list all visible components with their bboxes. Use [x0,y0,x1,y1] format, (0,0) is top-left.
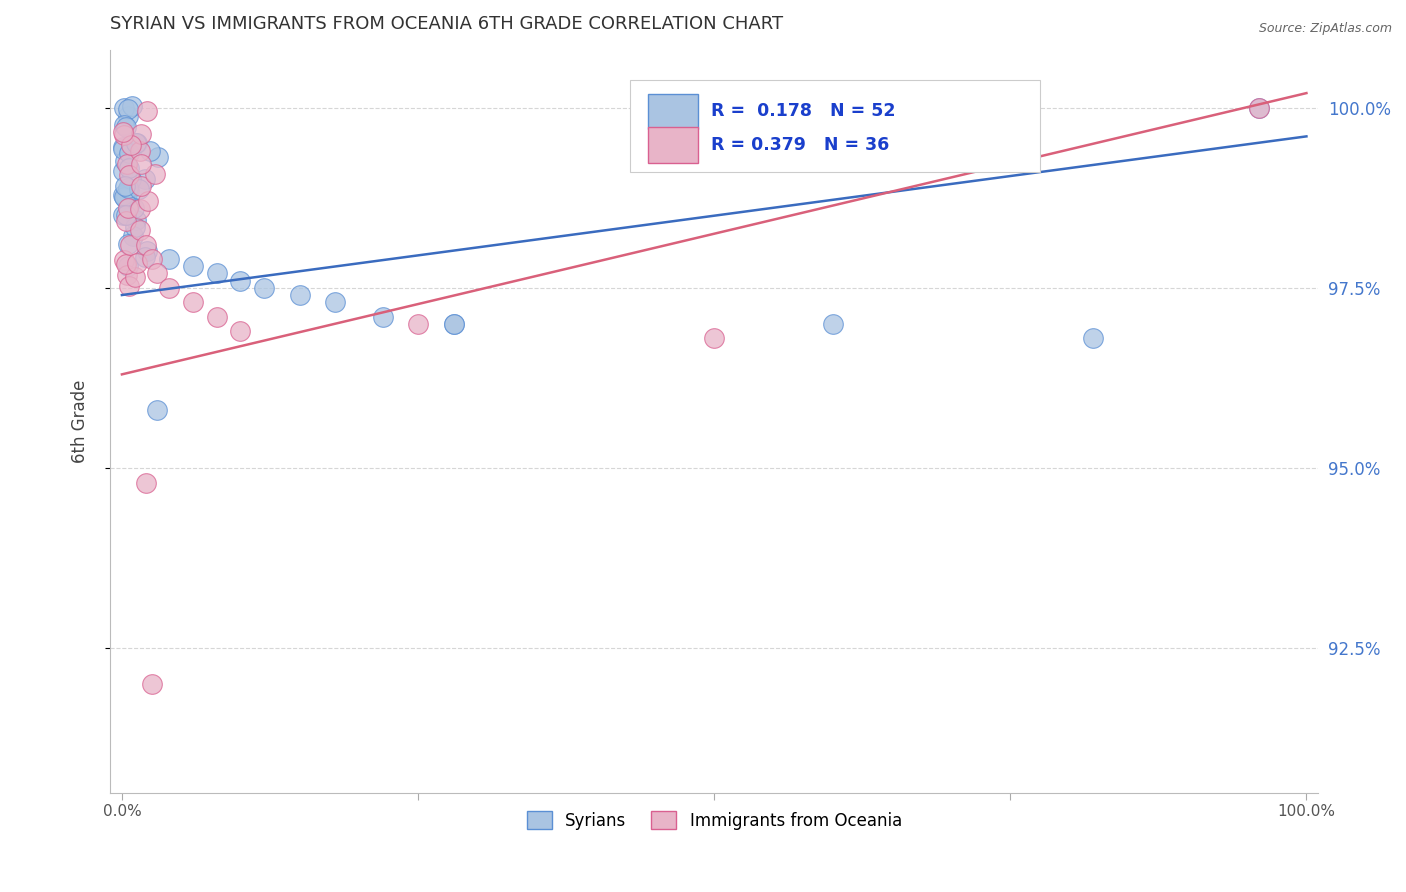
Point [118,198,141,212]
Point [117,181,139,195]
Point [135,104,157,119]
Point [115,268,138,282]
Point [253,281,276,295]
Point [118,279,141,293]
Point [121,99,143,113]
Point [136,194,159,208]
Point [112,128,135,143]
Point [118,145,141,160]
Point [157,281,180,295]
Point [1083,331,1105,345]
Point [146,267,169,281]
Point [323,295,346,310]
Point [146,150,169,164]
Point [136,244,159,258]
Point [112,190,135,204]
Point [146,403,169,417]
Point [122,201,145,215]
Text: Source: ZipAtlas.com: Source: ZipAtlas.com [1258,22,1392,36]
Point [112,253,135,268]
Text: SYRIAN VS IMMIGRANTS FROM OCEANIA 6TH GRADE CORRELATION CHART: SYRIAN VS IMMIGRANTS FROM OCEANIA 6TH GR… [110,15,783,33]
FancyBboxPatch shape [648,127,699,162]
Text: R =  0.178   N = 52: R = 0.178 N = 52 [710,103,896,120]
Legend: Syrians, Immigrants from Oceania: Syrians, Immigrants from Oceania [520,805,908,837]
Point [125,256,148,270]
Point [111,126,134,140]
Point [120,172,142,186]
Point [117,201,139,215]
Point [115,214,138,228]
Point [112,101,135,115]
Point [118,161,141,175]
Point [129,179,152,194]
Point [205,267,228,281]
Point [181,295,204,310]
Point [128,202,150,216]
Point [1247,101,1270,115]
Y-axis label: 6th Grade: 6th Grade [72,380,89,463]
Point [443,317,465,331]
Point [114,191,136,205]
Point [112,119,135,133]
Point [121,229,143,244]
Point [139,144,162,158]
Point [143,167,166,181]
Point [371,310,394,324]
Point [118,169,141,183]
Point [117,183,139,197]
Point [120,138,142,153]
FancyBboxPatch shape [648,94,699,129]
Point [114,257,136,271]
Point [134,251,156,265]
Point [128,223,150,237]
Point [111,140,134,154]
Point [111,188,134,202]
Point [205,310,228,324]
Point [129,157,152,171]
Point [125,213,148,227]
Point [115,208,138,222]
Point [111,142,134,156]
Point [117,237,139,252]
Point [115,120,138,134]
Text: R = 0.379   N = 36: R = 0.379 N = 36 [710,136,889,154]
Point [135,475,157,490]
Point [129,127,152,141]
Point [443,317,465,331]
FancyBboxPatch shape [630,79,1040,172]
Point [1247,101,1270,115]
Point [128,145,150,159]
Point [117,184,139,198]
Point [127,136,149,151]
Point [115,157,138,171]
Point [125,136,148,150]
Point [115,189,138,203]
Point [128,182,150,196]
Point [135,237,157,252]
Point [181,259,204,273]
Point [821,317,844,331]
Point [117,259,139,273]
Point [141,677,163,691]
Point [124,220,146,235]
Point [114,178,136,193]
Point [288,288,311,302]
Point [406,317,429,331]
Point [229,274,252,288]
Point [703,331,725,345]
Point [117,103,139,117]
Point [134,172,156,186]
Point [112,208,135,222]
Point [157,252,180,266]
Point [117,109,139,123]
Point [229,324,252,338]
Point [118,237,141,252]
Point [111,164,134,178]
Point [124,270,146,285]
Point [114,153,136,168]
Point [141,252,163,266]
